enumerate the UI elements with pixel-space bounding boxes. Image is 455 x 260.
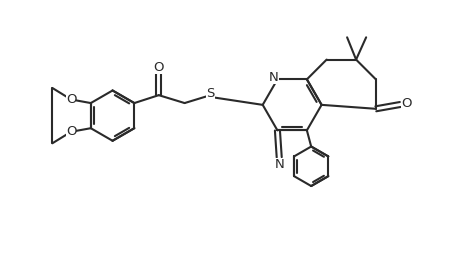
Text: O: O bbox=[153, 61, 164, 74]
Text: S: S bbox=[206, 87, 215, 100]
Text: O: O bbox=[401, 97, 412, 110]
Text: O: O bbox=[66, 125, 76, 138]
Text: N: N bbox=[269, 71, 279, 84]
Text: N: N bbox=[274, 158, 284, 171]
Text: O: O bbox=[66, 93, 76, 106]
